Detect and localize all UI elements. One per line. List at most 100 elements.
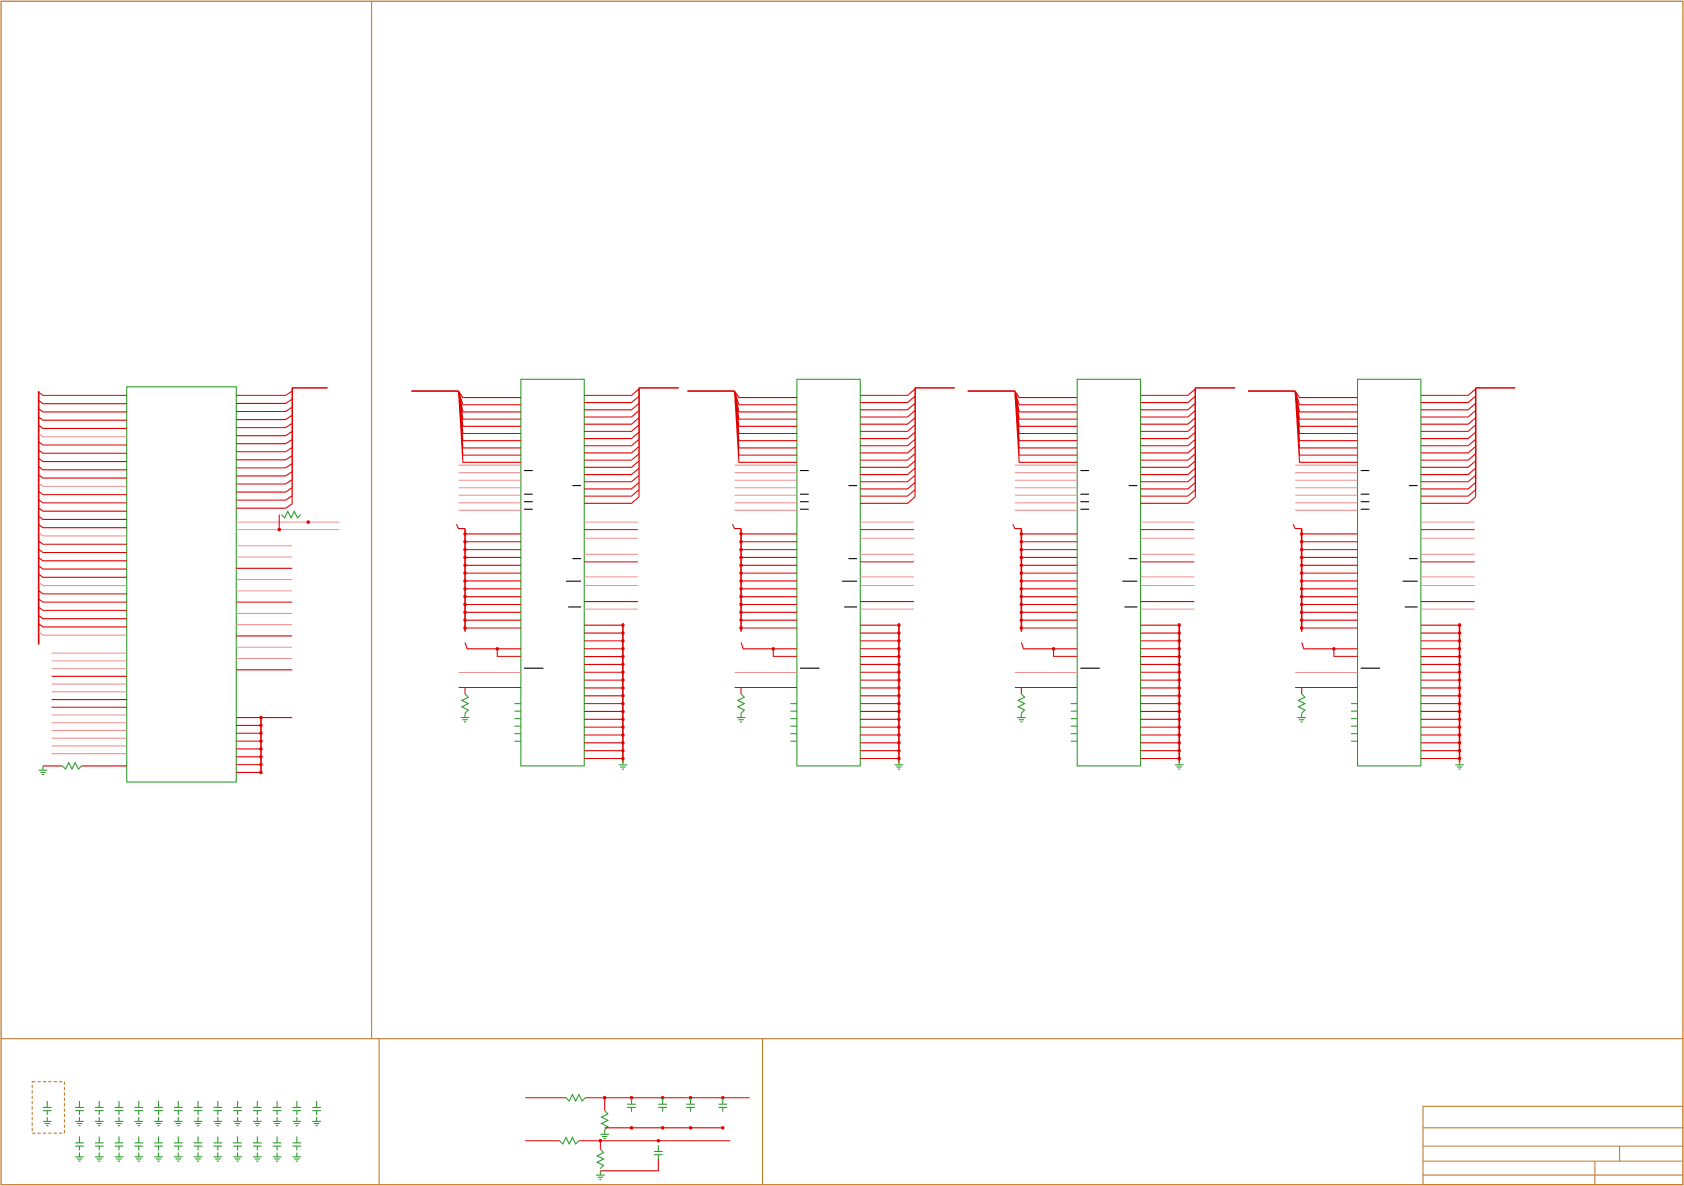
resistor — [281, 510, 302, 520]
junction — [1177, 631, 1181, 635]
junction — [1457, 709, 1462, 714]
pin-wire — [584, 387, 640, 411]
junction — [1177, 686, 1181, 690]
junction — [721, 1126, 725, 1130]
junction — [1177, 748, 1181, 753]
pin-wire — [734, 391, 797, 456]
junction — [897, 741, 901, 745]
pin-wire — [236, 387, 293, 396]
pin-wire — [38, 598, 127, 603]
junction — [621, 662, 625, 667]
junction — [1177, 694, 1181, 698]
junction — [739, 626, 743, 630]
junction — [1457, 756, 1462, 761]
junction — [1019, 540, 1024, 544]
junction — [1019, 626, 1024, 630]
junction — [1299, 571, 1304, 575]
pin-wire — [1140, 387, 1196, 425]
junction — [1457, 678, 1462, 682]
pin-wire — [38, 615, 127, 620]
junction — [277, 527, 281, 532]
chip — [796, 378, 861, 767]
pin-wire — [860, 387, 916, 504]
junction — [463, 618, 467, 622]
junction — [1457, 647, 1462, 651]
pin-wire — [584, 387, 640, 497]
pin-wire — [38, 540, 127, 545]
junction — [621, 733, 625, 737]
chip — [1356, 378, 1422, 767]
pin-wire — [38, 416, 127, 421]
wire — [1301, 642, 1358, 650]
pin-wire — [1140, 387, 1196, 411]
junction — [259, 739, 263, 743]
junction — [1457, 623, 1462, 627]
pin-wire — [1294, 391, 1358, 463]
junction — [656, 1139, 661, 1143]
junction — [463, 587, 467, 591]
pin-wire — [1420, 387, 1477, 497]
pin-wire — [458, 391, 521, 427]
resistor — [460, 693, 470, 714]
junction — [306, 520, 310, 524]
pin-wire — [38, 532, 127, 537]
junction — [621, 639, 625, 643]
wire — [731, 524, 742, 530]
junction — [739, 540, 743, 544]
junction — [739, 602, 743, 607]
pin-wire — [1420, 387, 1477, 468]
resistor — [1016, 693, 1026, 714]
pin-wire — [38, 466, 127, 471]
junction — [1299, 602, 1304, 607]
pin-wire — [38, 590, 127, 595]
junction — [463, 571, 467, 575]
junction — [1177, 647, 1181, 651]
junction — [739, 555, 743, 560]
resistor — [595, 1148, 605, 1170]
pin-wire — [1294, 391, 1358, 427]
pin-wire — [458, 390, 521, 399]
junction — [1019, 532, 1024, 536]
junction — [463, 532, 467, 536]
wire — [496, 648, 521, 657]
resistor — [61, 761, 83, 771]
pin-wire — [38, 507, 127, 512]
wire — [464, 642, 521, 650]
junction — [1019, 587, 1024, 591]
pin-wire — [38, 573, 127, 578]
wire — [1020, 642, 1078, 650]
junction — [259, 747, 263, 751]
pin-wire — [1014, 391, 1078, 427]
pin-wire — [584, 387, 640, 454]
pin-wire — [38, 631, 127, 636]
pin-wire — [1014, 391, 1078, 456]
pin-wire — [38, 457, 127, 463]
junction — [1457, 694, 1462, 698]
junction — [739, 571, 743, 575]
pin-wire — [236, 387, 293, 509]
junction — [897, 654, 901, 659]
pin-wire — [1140, 387, 1196, 396]
pin-wire — [38, 490, 127, 496]
pin-wire — [734, 390, 797, 399]
junction — [621, 748, 625, 753]
junction — [739, 532, 743, 536]
junction — [1332, 647, 1336, 651]
pin-wire — [1014, 390, 1078, 413]
junction — [897, 725, 901, 729]
junction — [1051, 647, 1056, 651]
junction — [621, 717, 625, 722]
junction — [771, 647, 775, 651]
junction — [897, 733, 901, 737]
wire — [1333, 648, 1358, 657]
pin-wire — [38, 515, 127, 520]
pin-wire — [734, 391, 797, 463]
junction — [621, 686, 625, 690]
junction — [1019, 547, 1024, 552]
junction — [739, 587, 743, 591]
junction — [1457, 639, 1462, 643]
pin-wire — [1294, 390, 1358, 399]
junction — [660, 1126, 665, 1130]
junction — [1299, 540, 1304, 544]
